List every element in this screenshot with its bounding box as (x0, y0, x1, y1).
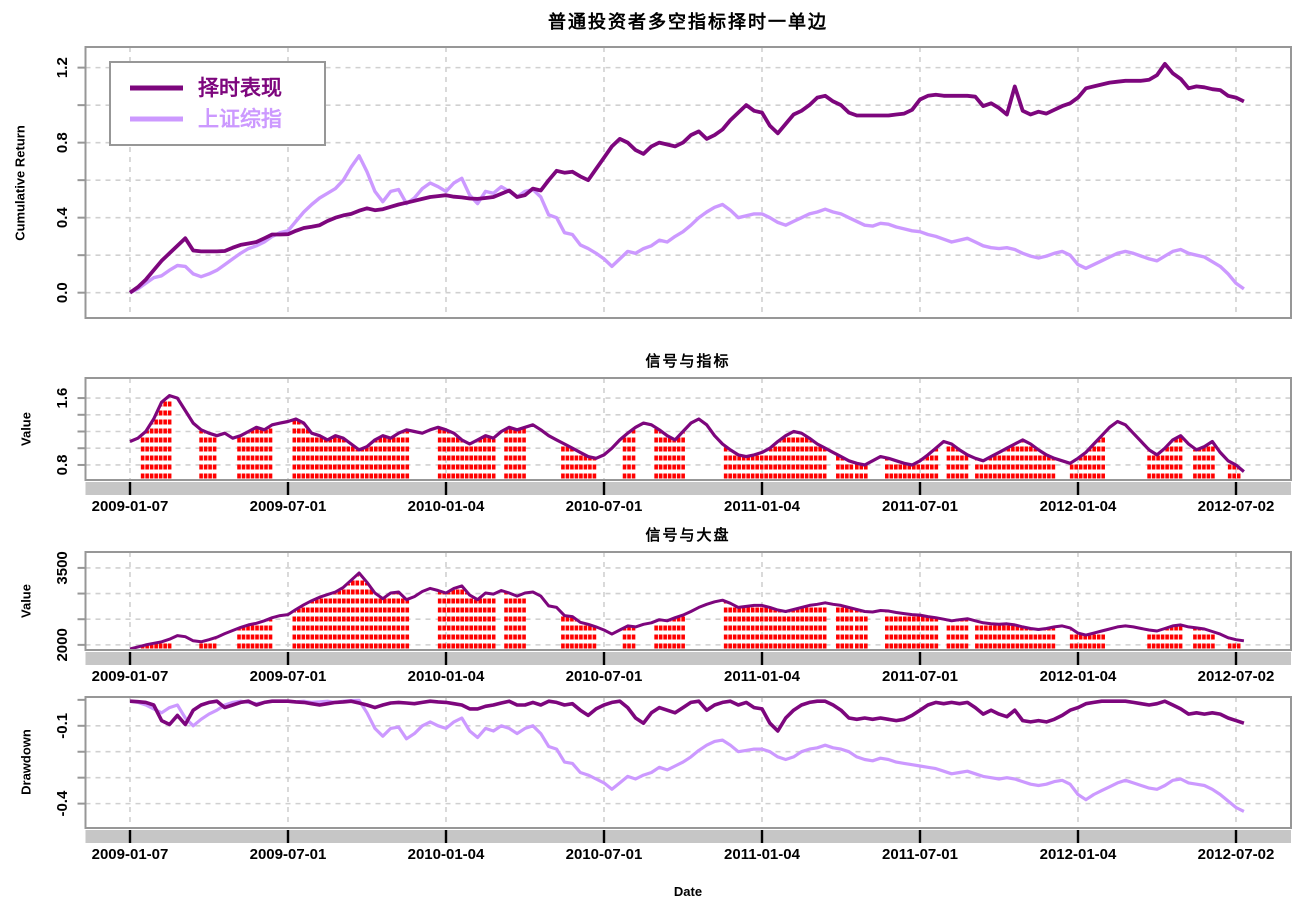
panel2-title: 信号与指标 (645, 353, 731, 370)
panel-3: 2000 3500 2009-01-07 2009-07-01 2010-01-04 20… (54, 551, 1292, 685)
x-tick-label: 2009-07-01 (250, 498, 327, 515)
y-tick-label: 0.0 (54, 282, 71, 303)
x-tick-label: 2009-01-07 (92, 846, 169, 863)
x-axis-strip (85, 830, 1291, 843)
x-tick-label: 2011-01-04 (724, 668, 801, 685)
x-tick-label: 2012-01-04 (1040, 846, 1117, 863)
x-tick-mark (1234, 482, 1238, 495)
x-tick-mark (444, 652, 448, 665)
x-tick-mark (128, 652, 132, 665)
series-line (128, 62, 1245, 295)
x-tick-mark (760, 830, 764, 843)
x-axis-strip (85, 482, 1291, 495)
x-tick-label: 2012-07-02 (1198, 846, 1275, 863)
x-tick-label: 2010-07-01 (566, 668, 643, 685)
x-tick-label: 2011-07-01 (882, 498, 958, 515)
series-line (129, 699, 1245, 733)
x-tick-mark (1076, 482, 1080, 495)
x-tick-label: 2012-01-04 (1040, 498, 1117, 515)
plot-border (84, 377, 1292, 481)
x-tick-mark (602, 830, 606, 843)
x-tick-label: 2010-01-04 (408, 846, 485, 863)
x-tick-label: 2009-01-07 (92, 498, 169, 515)
x-tick-mark (128, 482, 132, 495)
x-tick-mark (760, 482, 764, 495)
series-line (129, 394, 1245, 473)
x-tick-mark (444, 482, 448, 495)
plot-border (84, 46, 1292, 319)
legend-box (109, 61, 326, 146)
panel-4: -0.1 -0.4 2009-01-07 2009-07-01 2010-01-04 20… (54, 696, 1292, 863)
x-tick-mark (602, 652, 606, 665)
x-tick-mark (128, 830, 132, 843)
y-tick-label: 1.6 (54, 388, 71, 409)
x-tick-label: 2012-01-04 (1040, 668, 1117, 685)
x-tick-label: 2011-01-04 (724, 846, 801, 863)
y-tick-label: 2000 (54, 628, 71, 661)
y-tick-label: -0.1 (54, 713, 71, 739)
x-tick-label: 2009-07-01 (250, 668, 327, 685)
x-tick-label: 2010-07-01 (566, 846, 643, 863)
panel-2: 0.8 1.6 2009-01-07 2009-07-01 2010-01-04 2010… (54, 377, 1292, 515)
series-line (129, 154, 1245, 295)
page-title: 普通投资者多空指标择时一单边 (548, 12, 828, 32)
x-tick-mark (1076, 830, 1080, 843)
x-axis-label: Date (673, 884, 703, 899)
y-tick-label: 0.8 (54, 455, 71, 476)
x-tick-label: 2009-07-01 (250, 846, 327, 863)
x-tick-label: 2009-01-07 (92, 668, 169, 685)
x-tick-label: 2011-01-04 (724, 498, 801, 515)
legend-label: 择时表现 (198, 77, 282, 100)
x-tick-label: 2010-01-04 (408, 498, 485, 515)
plot-border (84, 696, 1292, 829)
y-tick-label: 3500 (54, 551, 71, 584)
x-tick-mark (760, 652, 764, 665)
x-tick-mark (286, 830, 290, 843)
x-tick-mark (1234, 830, 1238, 843)
x-tick-label: 2012-07-02 (1198, 498, 1275, 515)
series-line (129, 571, 1245, 651)
x-tick-mark (918, 482, 922, 495)
x-tick-mark (602, 482, 606, 495)
x-tick-label: 2010-07-01 (566, 498, 643, 515)
x-tick-label: 2012-07-02 (1198, 668, 1275, 685)
x-tick-mark (1234, 652, 1238, 665)
legend-label: 上证综指 (198, 107, 282, 131)
y-tick-label: -0.4 (54, 790, 71, 817)
x-tick-mark (444, 830, 448, 843)
signal-bars (140, 396, 1241, 479)
x-tick-label: 2011-07-01 (882, 846, 958, 863)
signal-bars (140, 575, 1241, 649)
panel3-title: 信号与大盘 (645, 527, 731, 544)
y-tick-label: 0.8 (54, 132, 71, 153)
x-tick-mark (286, 652, 290, 665)
x-tick-mark (918, 652, 922, 665)
x-axis-strip (85, 652, 1291, 665)
x-tick-label: 2011-07-01 (882, 668, 958, 685)
x-tick-mark (918, 830, 922, 843)
x-tick-mark (286, 482, 290, 495)
x-tick-mark (1076, 652, 1080, 665)
plot-border (84, 551, 1292, 651)
y-tick-label: 0.4 (54, 207, 71, 229)
y-tick-label: 1.2 (54, 57, 71, 78)
x-tick-label: 2010-01-04 (408, 668, 485, 685)
series-line (129, 698, 1245, 813)
